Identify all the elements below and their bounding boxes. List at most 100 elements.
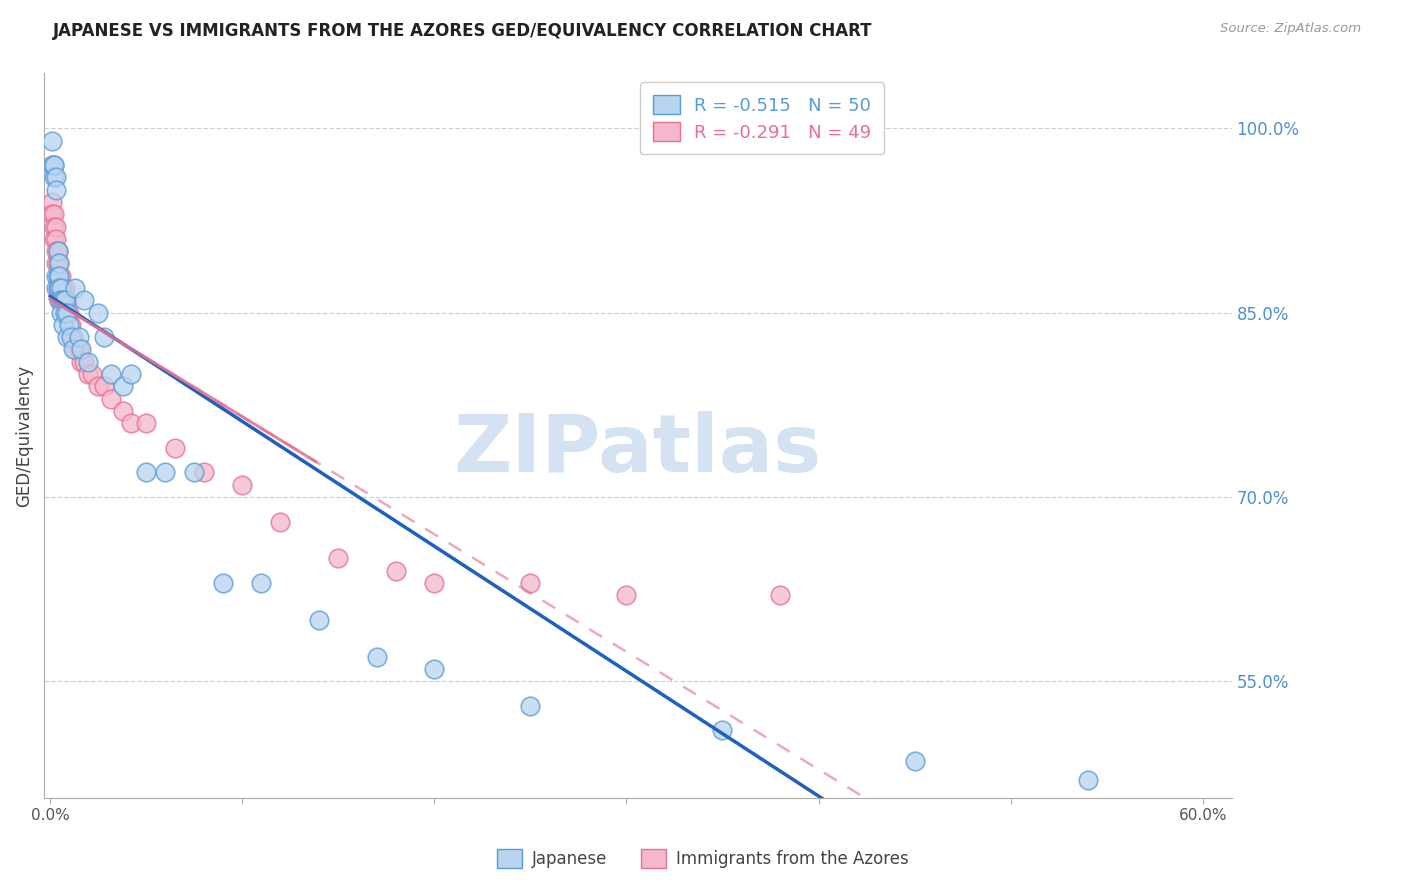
Point — [56, 330, 79, 344]
Point — [53, 305, 76, 319]
Point — [46, 281, 69, 295]
Point — [46, 268, 69, 283]
Point — [77, 367, 100, 381]
Point — [711, 723, 734, 738]
Point — [42, 158, 65, 172]
Point — [45, 256, 67, 270]
Point — [69, 355, 91, 369]
Point — [87, 305, 110, 319]
Point — [42, 232, 65, 246]
Point — [60, 318, 83, 332]
Point — [48, 281, 70, 295]
Point — [67, 343, 90, 357]
Point — [45, 281, 67, 295]
Point — [56, 293, 79, 308]
Point — [62, 330, 84, 344]
Y-axis label: GED/Equivalency: GED/Equivalency — [15, 365, 32, 507]
Point — [1077, 772, 1099, 787]
Point — [308, 613, 330, 627]
Point — [73, 355, 96, 369]
Point — [250, 576, 273, 591]
Point — [48, 256, 70, 270]
Point — [41, 207, 63, 221]
Point — [77, 355, 100, 369]
Point — [52, 293, 75, 308]
Point — [52, 293, 75, 308]
Point — [51, 281, 73, 295]
Point — [100, 367, 122, 381]
Point — [48, 281, 70, 295]
Point — [269, 515, 291, 529]
Point — [51, 305, 73, 319]
Point — [45, 170, 67, 185]
Point — [53, 293, 76, 308]
Point — [51, 281, 73, 295]
Point — [51, 268, 73, 283]
Point — [163, 441, 186, 455]
Point — [45, 183, 67, 197]
Legend: Japanese, Immigrants from the Azores: Japanese, Immigrants from the Azores — [491, 843, 915, 875]
Point — [519, 698, 541, 713]
Point — [211, 576, 233, 591]
Point — [423, 662, 446, 676]
Point — [93, 379, 115, 393]
Point — [111, 404, 134, 418]
Point — [67, 330, 90, 344]
Point — [153, 466, 176, 480]
Point — [63, 281, 86, 295]
Point — [82, 367, 104, 381]
Point — [326, 551, 349, 566]
Point — [904, 754, 927, 768]
Point — [45, 232, 67, 246]
Point — [62, 343, 84, 357]
Point — [193, 466, 215, 480]
Point — [769, 588, 792, 602]
Legend: R = -0.515   N = 50, R = -0.291   N = 49: R = -0.515 N = 50, R = -0.291 N = 49 — [640, 82, 884, 154]
Point — [41, 134, 63, 148]
Point — [93, 330, 115, 344]
Point — [56, 305, 79, 319]
Point — [120, 416, 142, 430]
Point — [48, 293, 70, 308]
Point — [87, 379, 110, 393]
Point — [41, 158, 63, 172]
Point — [73, 293, 96, 308]
Point — [42, 219, 65, 234]
Point — [48, 268, 70, 283]
Point — [58, 305, 80, 319]
Point — [111, 379, 134, 393]
Point — [183, 466, 205, 480]
Point — [41, 194, 63, 209]
Point — [366, 649, 388, 664]
Point — [135, 416, 157, 430]
Point — [42, 158, 65, 172]
Point — [45, 244, 67, 259]
Point — [48, 293, 70, 308]
Point — [52, 281, 75, 295]
Point — [51, 293, 73, 308]
Point — [45, 219, 67, 234]
Point — [46, 244, 69, 259]
Point — [135, 466, 157, 480]
Point — [53, 305, 76, 319]
Point — [616, 588, 638, 602]
Point — [45, 268, 67, 283]
Point — [46, 256, 69, 270]
Point — [58, 318, 80, 332]
Point — [60, 330, 83, 344]
Point — [69, 343, 91, 357]
Point — [52, 318, 75, 332]
Text: Source: ZipAtlas.com: Source: ZipAtlas.com — [1220, 22, 1361, 36]
Point — [519, 576, 541, 591]
Point — [53, 281, 76, 295]
Point — [42, 207, 65, 221]
Point — [120, 367, 142, 381]
Point — [231, 477, 253, 491]
Text: ZIPatlas: ZIPatlas — [454, 411, 823, 489]
Point — [100, 392, 122, 406]
Point — [42, 170, 65, 185]
Point — [51, 293, 73, 308]
Point — [46, 268, 69, 283]
Point — [423, 576, 446, 591]
Point — [46, 244, 69, 259]
